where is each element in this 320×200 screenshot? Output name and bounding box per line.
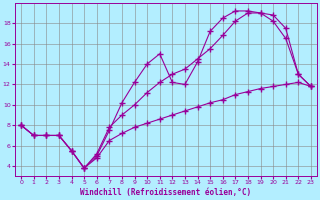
X-axis label: Windchill (Refroidissement éolien,°C): Windchill (Refroidissement éolien,°C) xyxy=(80,188,252,197)
